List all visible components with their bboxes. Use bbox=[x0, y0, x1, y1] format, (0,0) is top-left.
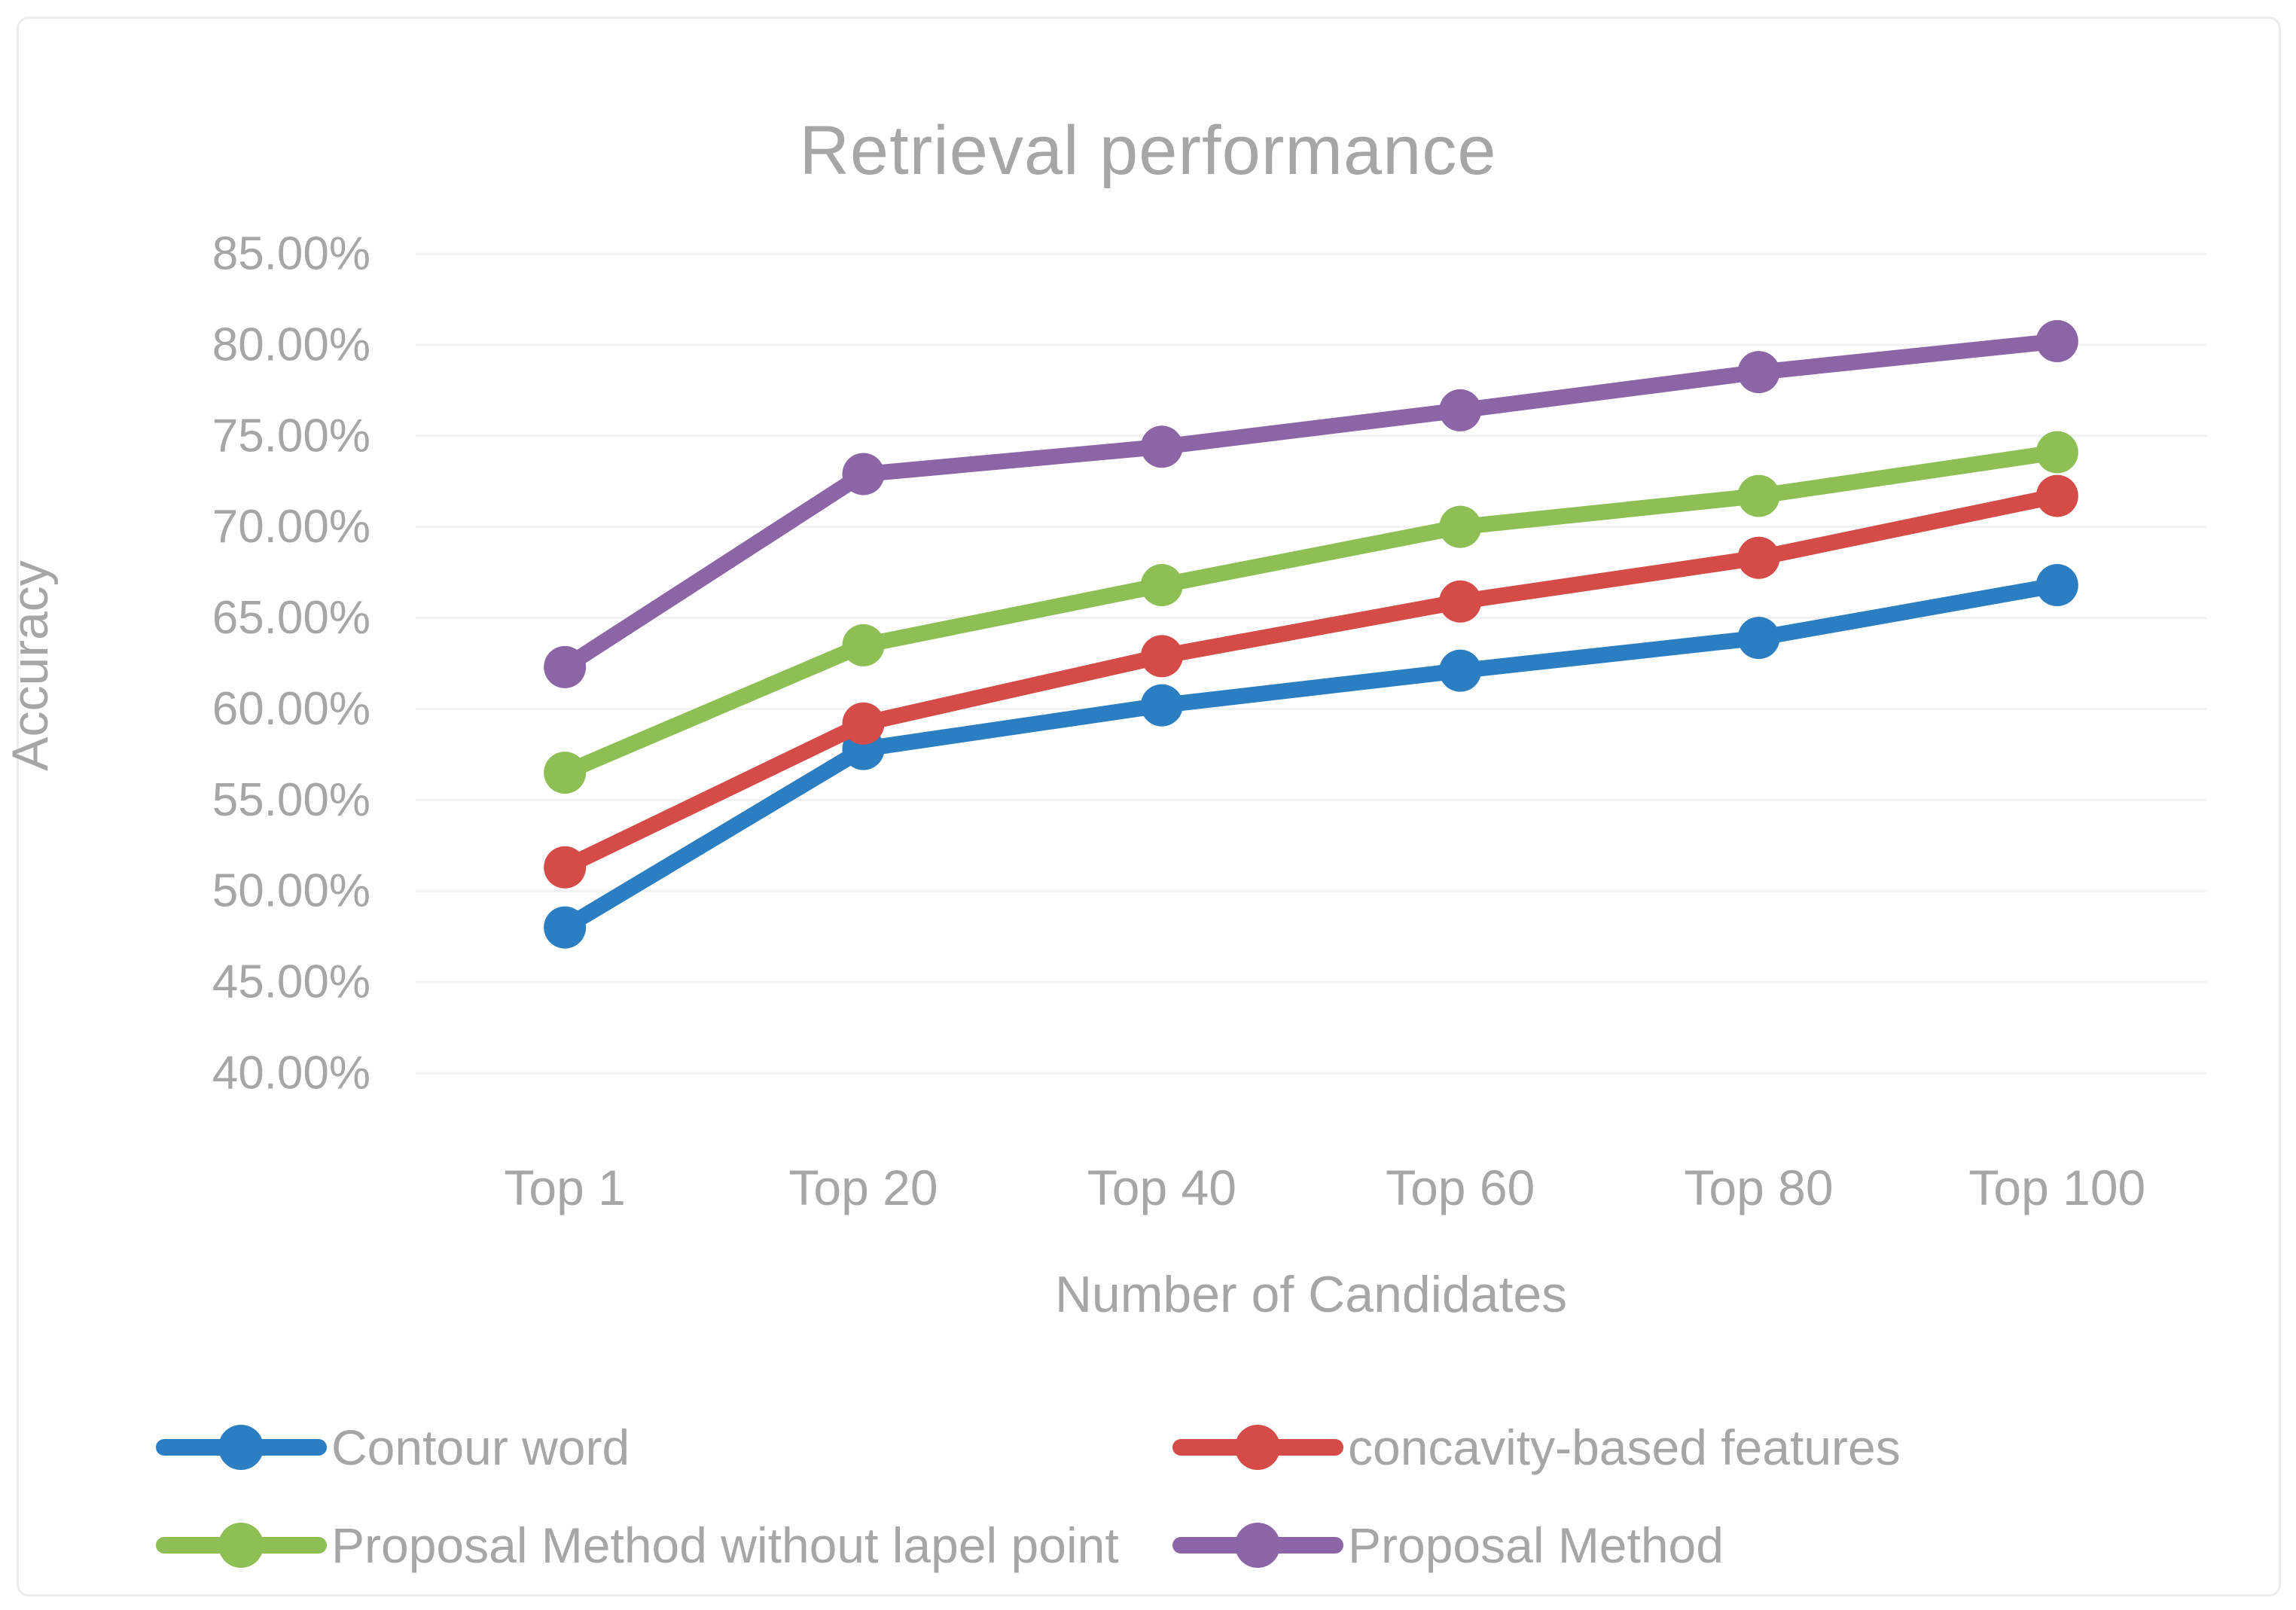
y-tick-label-60: 60.00% bbox=[212, 683, 370, 735]
series-point-contour-word-top-60 bbox=[1439, 649, 1482, 692]
series-point-concavity-based-features-top-100 bbox=[2035, 474, 2078, 517]
series-point-proposal-method-without-lapel-point-top-80 bbox=[1737, 474, 1780, 517]
y-tick-label-45: 45.00% bbox=[212, 956, 370, 1008]
x-tick-label-top-40: Top 40 bbox=[1087, 1160, 1236, 1215]
series-point-proposal-method-top-20 bbox=[842, 453, 885, 496]
chart-title: Retrieval performance bbox=[799, 112, 1497, 189]
y-tick-label-75: 75.00% bbox=[212, 410, 370, 462]
series-point-contour-word-top-100 bbox=[2035, 564, 2078, 607]
x-tick-label-top-20: Top 20 bbox=[788, 1160, 938, 1215]
y-tick-label-85: 85.00% bbox=[212, 228, 370, 280]
y-tick-label-80: 80.00% bbox=[212, 319, 370, 370]
series-point-proposal-method-without-lapel-point-top-40 bbox=[1140, 564, 1183, 607]
series-point-contour-word-top-40 bbox=[1140, 684, 1183, 727]
series-line-contour-word bbox=[556, 577, 2066, 936]
y-tick-label-70: 70.00% bbox=[212, 501, 370, 553]
legend-label-contour-word: Contour word bbox=[331, 1419, 630, 1475]
y-tick-label-55: 55.00% bbox=[212, 774, 370, 826]
series-point-proposal-method-without-lapel-point-top-100 bbox=[2035, 431, 2078, 474]
legend-marker-concavity-based-features bbox=[1235, 1425, 1280, 1470]
legend-marker-contour-word bbox=[218, 1425, 264, 1470]
legend-label-proposal-method: Proposal Method bbox=[1348, 1517, 1724, 1573]
series-point-proposal-method-top-100 bbox=[2035, 320, 2078, 363]
series-line-proposal-method-without-lapel-point bbox=[556, 444, 2066, 781]
series-point-contour-word-top-1 bbox=[544, 906, 587, 949]
series-line-concavity-based-features bbox=[556, 488, 2066, 876]
x-tick-label-top-100: Top 100 bbox=[1968, 1160, 2145, 1215]
x-tick-label-top-1: Top 1 bbox=[504, 1160, 625, 1215]
legend-marker-proposal-method bbox=[1235, 1523, 1280, 1568]
series-point-concavity-based-features-top-80 bbox=[1737, 536, 1780, 579]
series-point-concavity-based-features-top-60 bbox=[1439, 580, 1482, 623]
series-point-contour-word-top-80 bbox=[1737, 617, 1780, 660]
series-point-proposal-method-without-lapel-point-top-60 bbox=[1439, 505, 1482, 548]
series-point-concavity-based-features-top-40 bbox=[1140, 635, 1183, 678]
series-point-proposal-method-top-80 bbox=[1737, 351, 1780, 394]
series-point-proposal-method-without-lapel-point-top-20 bbox=[842, 624, 885, 666]
series-point-proposal-method-top-60 bbox=[1439, 389, 1482, 431]
series-point-concavity-based-features-top-20 bbox=[842, 702, 885, 745]
series-point-proposal-method-without-lapel-point-top-1 bbox=[544, 752, 587, 794]
series-point-proposal-method-top-1 bbox=[544, 645, 587, 688]
y-tick-label-65: 65.00% bbox=[212, 592, 370, 644]
x-axis-title: Number of Candidates bbox=[1054, 1266, 1568, 1323]
series-point-concavity-based-features-top-1 bbox=[544, 846, 587, 889]
legend-label-proposal-method-without-lapel-point: Proposal Method without lapel point bbox=[331, 1517, 1119, 1573]
legend-label-concavity-based-features: concavity-based features bbox=[1348, 1419, 1901, 1475]
legend-marker-proposal-method-without-lapel-point bbox=[218, 1523, 264, 1568]
chart-card bbox=[17, 17, 2281, 1596]
series-line-proposal-method bbox=[556, 333, 2066, 675]
series-point-proposal-method-top-40 bbox=[1140, 425, 1183, 468]
x-tick-label-top-60: Top 60 bbox=[1386, 1160, 1535, 1215]
y-tick-label-40: 40.00% bbox=[212, 1047, 370, 1099]
x-tick-label-top-80: Top 80 bbox=[1684, 1160, 1833, 1215]
y-tick-label-50: 50.00% bbox=[212, 865, 370, 917]
